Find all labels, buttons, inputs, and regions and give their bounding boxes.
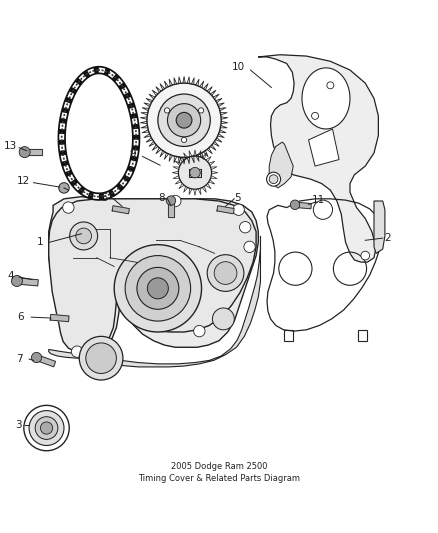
Circle shape <box>167 103 201 137</box>
Circle shape <box>79 336 123 380</box>
Text: 13: 13 <box>4 141 17 151</box>
Circle shape <box>32 352 42 362</box>
Circle shape <box>35 417 58 439</box>
Polygon shape <box>33 354 56 367</box>
Circle shape <box>59 183 69 193</box>
Polygon shape <box>14 278 38 286</box>
Text: 12: 12 <box>17 176 30 187</box>
Circle shape <box>86 343 117 374</box>
Circle shape <box>267 172 281 186</box>
Circle shape <box>190 167 200 178</box>
Circle shape <box>327 82 334 89</box>
Polygon shape <box>168 198 173 217</box>
Circle shape <box>170 195 181 207</box>
Circle shape <box>40 422 53 434</box>
Circle shape <box>147 83 221 157</box>
Circle shape <box>240 222 251 233</box>
Text: 2: 2 <box>384 233 390 243</box>
Polygon shape <box>49 199 256 352</box>
Polygon shape <box>49 197 258 352</box>
Circle shape <box>148 278 168 299</box>
Circle shape <box>166 196 176 205</box>
Circle shape <box>198 108 204 113</box>
Circle shape <box>181 138 187 142</box>
Circle shape <box>194 326 205 337</box>
Text: 10: 10 <box>232 61 245 71</box>
Text: 5: 5 <box>101 192 108 203</box>
Text: 4: 4 <box>7 271 14 281</box>
Text: 2005 Dodge Ram 2500
Timing Cover & Related Parts Diagram: 2005 Dodge Ram 2500 Timing Cover & Relat… <box>138 462 300 482</box>
Polygon shape <box>112 206 129 214</box>
Text: 6: 6 <box>18 312 24 322</box>
Text: 5: 5 <box>234 192 240 203</box>
Text: 7: 7 <box>16 354 22 364</box>
Polygon shape <box>49 236 261 367</box>
Circle shape <box>178 156 212 189</box>
Polygon shape <box>374 201 385 253</box>
Circle shape <box>269 175 278 183</box>
Polygon shape <box>258 55 378 262</box>
Polygon shape <box>189 169 201 176</box>
Circle shape <box>19 147 30 158</box>
Circle shape <box>207 255 244 292</box>
Circle shape <box>212 308 234 330</box>
Circle shape <box>361 251 370 260</box>
Circle shape <box>233 204 244 215</box>
Circle shape <box>137 268 179 309</box>
Circle shape <box>11 276 22 286</box>
Circle shape <box>176 112 192 128</box>
Text: 3: 3 <box>15 419 21 430</box>
Polygon shape <box>293 202 311 209</box>
Circle shape <box>63 202 74 213</box>
Text: 1: 1 <box>37 238 43 247</box>
Circle shape <box>311 112 318 119</box>
Polygon shape <box>302 68 350 129</box>
Polygon shape <box>50 314 69 321</box>
Text: 11: 11 <box>312 195 325 205</box>
Circle shape <box>114 245 201 332</box>
Circle shape <box>70 222 98 250</box>
Circle shape <box>244 241 255 253</box>
Circle shape <box>29 410 64 446</box>
Circle shape <box>214 262 237 285</box>
Text: 9: 9 <box>129 149 136 159</box>
Polygon shape <box>308 129 339 166</box>
Text: 8: 8 <box>158 192 165 203</box>
Polygon shape <box>269 142 293 188</box>
Circle shape <box>71 346 83 357</box>
Circle shape <box>290 200 300 209</box>
Circle shape <box>158 94 210 147</box>
Circle shape <box>76 228 92 244</box>
Polygon shape <box>217 206 234 214</box>
Polygon shape <box>22 149 42 155</box>
Circle shape <box>125 256 191 321</box>
Circle shape <box>164 108 170 113</box>
